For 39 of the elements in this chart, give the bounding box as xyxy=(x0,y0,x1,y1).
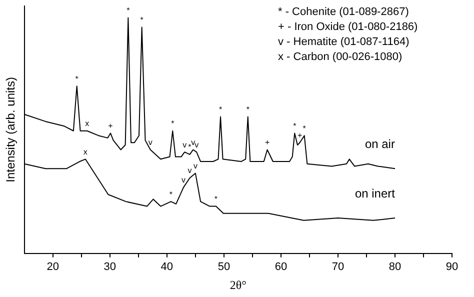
x-tick-label: 60 xyxy=(274,261,288,274)
annotation: * xyxy=(246,104,250,114)
annotation: + - Iron Oxide (01-080-2186) xyxy=(278,21,418,34)
annotation: v - Hematite (01-087-1164) xyxy=(278,36,410,48)
annotation: v xyxy=(181,176,186,185)
annotation: * xyxy=(293,121,296,130)
annotation: * xyxy=(188,142,192,152)
annotation: * xyxy=(302,124,306,133)
annotation: x xyxy=(85,119,90,128)
annotation: v xyxy=(194,140,199,150)
series-label: on inert xyxy=(354,186,396,200)
x-tick-label: 80 xyxy=(388,261,402,274)
x-axis-title: 2θ° xyxy=(230,278,247,292)
y-axis-title: Intensity (arb. units) xyxy=(4,77,18,182)
annotation: x - Carbon (00-026-1080) xyxy=(278,51,402,64)
annotation: v xyxy=(191,138,196,147)
x-tick-label: 50 xyxy=(218,261,230,274)
annotation: v xyxy=(148,138,152,147)
annotation: * xyxy=(171,119,174,128)
x-tick-label: 90 xyxy=(446,261,458,274)
annotation: v xyxy=(188,166,192,176)
x-tick-label: 20 xyxy=(46,261,60,274)
annotation: x xyxy=(83,147,88,156)
x-tick-label: 40 xyxy=(160,261,174,274)
x-tick-label: 70 xyxy=(332,261,344,274)
x-tick-label: 30 xyxy=(104,261,116,274)
annotation: * xyxy=(169,190,172,199)
annotation: + xyxy=(108,121,114,130)
annotation: * xyxy=(218,104,222,114)
annotation: v xyxy=(193,161,198,170)
annotation: * - Cohenite (01-089-2867) xyxy=(278,6,409,18)
annotation: + xyxy=(297,130,302,140)
annotation: v xyxy=(182,140,187,150)
series-label: on air xyxy=(364,136,395,151)
annotation: * xyxy=(214,194,218,204)
annotation: * xyxy=(140,15,144,24)
annotation: + xyxy=(264,138,270,147)
annotation: * xyxy=(75,74,78,84)
annotation: * xyxy=(126,6,130,15)
